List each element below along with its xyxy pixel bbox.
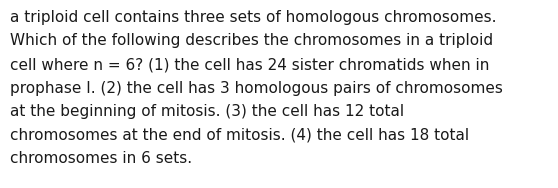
Text: a triploid cell contains three sets of homologous chromosomes.: a triploid cell contains three sets of h…	[10, 10, 497, 25]
Text: chromosomes at the end of mitosis. (4) the cell has 18 total: chromosomes at the end of mitosis. (4) t…	[10, 127, 469, 143]
Text: cell where n = 6? (1) the cell has 24 sister chromatids when in: cell where n = 6? (1) the cell has 24 si…	[10, 57, 489, 72]
Text: chromosomes in 6 sets.: chromosomes in 6 sets.	[10, 151, 192, 166]
Text: Which of the following describes the chromosomes in a triploid: Which of the following describes the chr…	[10, 33, 493, 49]
Text: at the beginning of mitosis. (3) the cell has 12 total: at the beginning of mitosis. (3) the cel…	[10, 104, 404, 119]
Text: prophase I. (2) the cell has 3 homologous pairs of chromosomes: prophase I. (2) the cell has 3 homologou…	[10, 80, 503, 96]
